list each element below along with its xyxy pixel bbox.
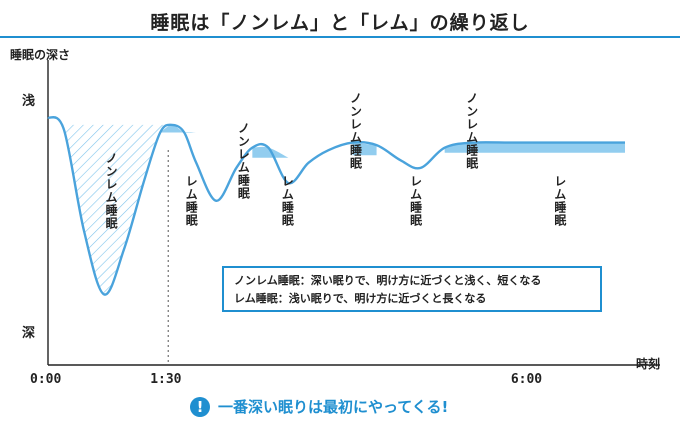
y-top-label: 浅	[22, 94, 36, 109]
nonrem-label: ノンレム睡眠	[104, 152, 119, 230]
x-tick-label: 6:00	[510, 372, 543, 387]
legend-box: ノンレム睡眠：深い眠りで、明け方に近づくと浅く、短くなる レム睡眠：浅い眠りで、…	[222, 266, 602, 312]
rem-fill-3	[352, 142, 377, 156]
x-axis-label: 時刻	[636, 357, 661, 371]
rem-fill-1	[160, 124, 197, 134]
y-bottom-label: 深	[22, 326, 36, 341]
key-note: ! 一番深い眠りは最初にやってくる!	[190, 396, 448, 417]
legend-nonrem: ノンレム睡眠：深い眠りで、明け方に近づくと浅く、短くなる	[234, 274, 542, 287]
chart-title: 睡眠は「ノンレム」と「レム」の繰り返し	[150, 12, 530, 34]
sleep-depth-curve	[47, 116, 625, 296]
y-axis-label: 睡眠の深さ	[10, 48, 71, 62]
rem-fill-4	[444, 142, 625, 153]
rem-label: レム睡眠	[408, 175, 423, 227]
exclamation-icon: !	[190, 396, 210, 417]
nonrem-label: ノンレム睡眠	[464, 92, 479, 170]
nonrem-label: ノンレム睡眠	[348, 92, 363, 170]
legend-rem: レム睡眠：浅い眠りで、明け方に近づくと長くなる	[234, 292, 487, 305]
rem-label: レム睡眠	[184, 175, 199, 227]
x-tick-label: 0:00	[30, 372, 62, 387]
rem-label: レム睡眠	[552, 175, 567, 227]
key-note-text: 一番深い眠りは最初にやってくる!	[218, 398, 449, 416]
title-underline	[0, 36, 680, 38]
nonrem-label: ノンレム睡眠	[236, 122, 251, 200]
rem-label: レム睡眠	[280, 175, 295, 227]
deep-sleep-hatch	[64, 124, 173, 295]
x-tick-label: 1:30	[150, 372, 182, 387]
